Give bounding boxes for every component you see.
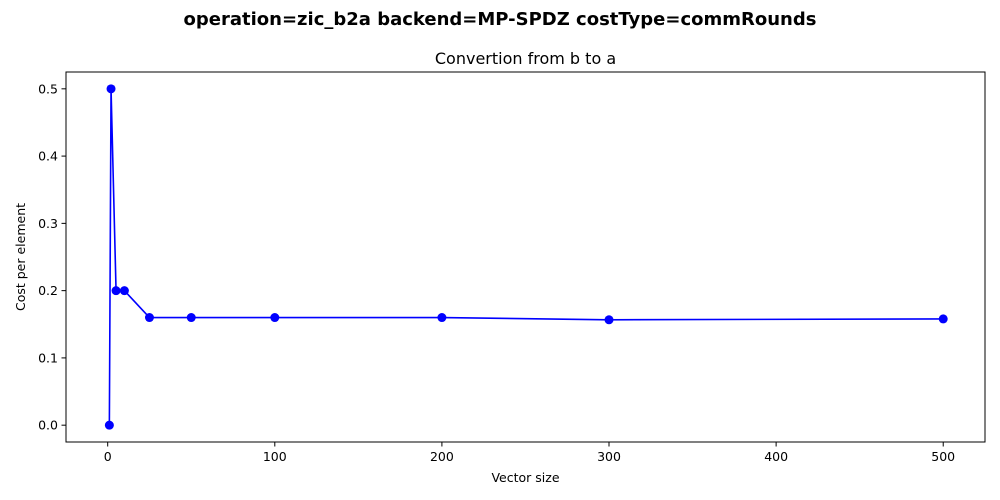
data-point xyxy=(111,286,121,296)
x-axis-label: Vector size xyxy=(491,470,559,485)
x-axis: 0 100 200 300 400 500 xyxy=(104,442,955,464)
data-point xyxy=(270,313,280,323)
x-tick-label: 100 xyxy=(263,449,287,464)
y-tick-label: 0.2 xyxy=(38,283,58,298)
x-tick-label: 0 xyxy=(104,449,112,464)
x-tick-label: 500 xyxy=(931,449,955,464)
data-point xyxy=(106,84,116,94)
series-line xyxy=(108,88,944,426)
x-tick-label: 300 xyxy=(597,449,621,464)
x-tick-label: 400 xyxy=(764,449,788,464)
x-tick-label: 200 xyxy=(430,449,454,464)
y-axis: 0.0 0.1 0.2 0.3 0.4 0.5 xyxy=(38,81,66,433)
data-point xyxy=(186,313,196,323)
data-point xyxy=(437,313,447,323)
y-tick-label: 0.0 xyxy=(38,418,58,433)
y-tick-label: 0.3 xyxy=(38,216,58,231)
y-axis-label: Cost per element xyxy=(13,203,28,311)
data-point xyxy=(119,286,129,296)
y-tick-label: 0.1 xyxy=(38,350,58,365)
data-point xyxy=(104,420,114,430)
data-point xyxy=(604,315,614,325)
data-point xyxy=(144,313,154,323)
data-point xyxy=(938,314,948,324)
y-tick-label: 0.5 xyxy=(38,81,58,96)
plot-area xyxy=(66,72,985,442)
chart-suptitle: operation=zic_b2a backend=MP-SPDZ costTy… xyxy=(184,9,817,30)
axes-frame xyxy=(65,71,986,443)
y-tick-label: 0.4 xyxy=(38,149,58,164)
chart-title: Convertion from b to a xyxy=(435,49,616,68)
series-layer xyxy=(104,84,948,430)
